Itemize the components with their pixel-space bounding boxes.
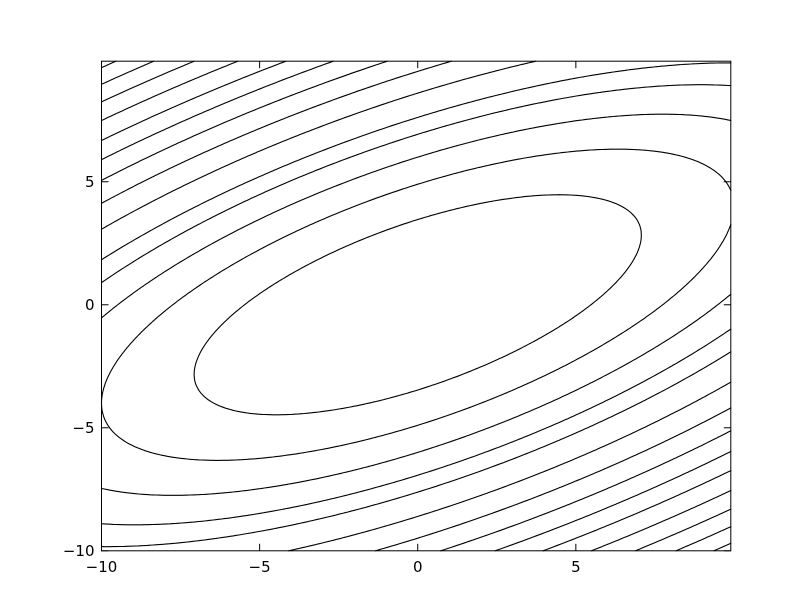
y-tick-label: −10 (63, 542, 95, 560)
axes-frame (101, 60, 732, 552)
contour-lines (100, 60, 732, 552)
contour-level-30 (193, 194, 642, 416)
y-tick-label: −5 (72, 419, 94, 437)
x-tick-label: 0 (413, 558, 423, 576)
y-tick-label: 0 (85, 296, 95, 314)
x-tick-label: −10 (86, 558, 118, 576)
tick-labels: −10 −5 0 5 −10 −5 0 5 (63, 173, 581, 576)
contour-level-60 (100, 148, 732, 461)
contour-level-90 (100, 113, 732, 496)
contour-level-145 (100, 62, 732, 548)
contour-level-525 (100, 60, 732, 552)
y-tick-label: 5 (85, 173, 95, 191)
contour-level-120 (100, 84, 732, 526)
tick-marks (101, 61, 731, 552)
x-tick-label: −5 (249, 558, 271, 576)
x-tick-label: 5 (571, 558, 581, 576)
